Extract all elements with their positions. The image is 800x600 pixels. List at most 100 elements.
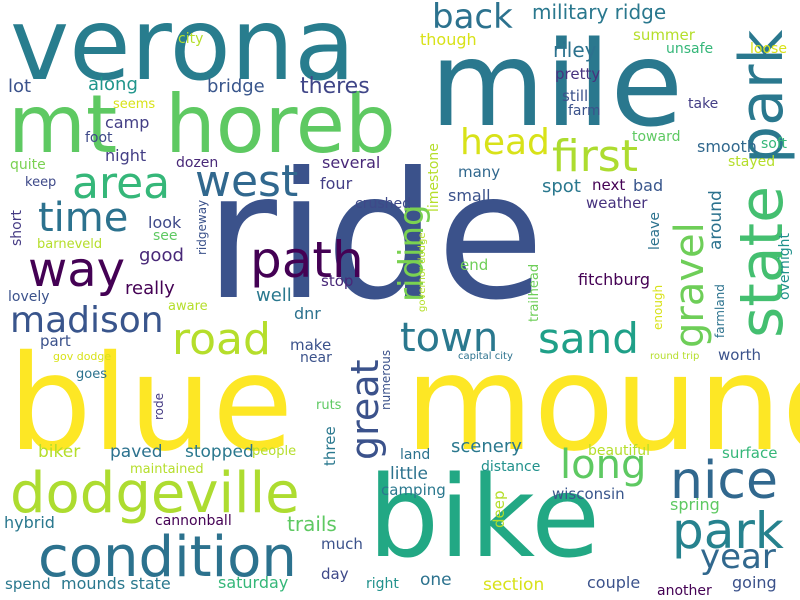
word-bike: bike	[368, 453, 600, 583]
word-year: year	[700, 537, 776, 577]
word-wisconsin: wisconsin	[552, 485, 625, 503]
word-path: path	[250, 231, 364, 289]
word-fitchburg: fitchburg	[578, 270, 651, 289]
word-good: good	[139, 245, 184, 266]
word-land: land	[400, 447, 431, 463]
word-several: several	[322, 153, 381, 172]
word-first: first	[552, 131, 638, 182]
word-small: small	[448, 186, 491, 205]
word-area: area	[72, 158, 171, 209]
word-soft: soft	[761, 136, 788, 152]
word-surface: surface	[722, 444, 778, 462]
word-time: time	[38, 195, 129, 241]
word-rode: rode	[152, 392, 166, 420]
word-nice: nice	[670, 451, 778, 511]
word-dodgeville: dodgeville	[10, 461, 300, 526]
word-sand: sand	[538, 314, 639, 363]
word-worth: worth	[718, 346, 762, 364]
word-three: three	[321, 426, 339, 466]
word-smooth: smooth	[697, 137, 757, 156]
word-four: four	[320, 174, 353, 193]
word-city: city	[178, 31, 204, 47]
word-farm: farm	[568, 103, 601, 119]
word-near: near	[300, 350, 332, 366]
word-deep: deep	[490, 490, 508, 529]
word-pretty: pretty	[555, 65, 601, 83]
word-beautiful: beautiful	[588, 443, 651, 459]
word-saturday: saturday	[218, 573, 289, 592]
word-trails: trails	[287, 512, 337, 536]
word-seems: seems	[113, 97, 156, 112]
word-day: day	[321, 565, 349, 583]
word-maintained: maintained	[130, 462, 204, 477]
word-people: people	[252, 444, 297, 459]
word-mound: mound	[405, 327, 800, 481]
word-stop: stop	[321, 272, 354, 290]
word-lot: lot	[8, 76, 32, 97]
word-little: little	[390, 464, 428, 484]
word-goes: goes	[76, 367, 107, 382]
word-madison: madison	[10, 300, 164, 341]
word-numerous: numerous	[379, 349, 393, 410]
word-condition: condition	[38, 525, 297, 590]
word-west: west	[195, 156, 299, 207]
word-along: along	[88, 74, 138, 95]
word-mounds-state: mounds state	[61, 574, 171, 593]
word-governor-dodge: governor dodge	[417, 232, 428, 312]
word-spot: spot	[542, 176, 581, 197]
word-unsafe: unsafe	[666, 41, 714, 57]
word-summer: summer	[633, 26, 695, 44]
word-military-ridge: military ridge	[532, 0, 667, 24]
word-next: next	[592, 176, 626, 194]
word-barneveld: barneveld	[37, 237, 103, 252]
word-ridgeway: ridgeway	[195, 199, 209, 255]
word-camp: camp	[105, 113, 150, 132]
word-stayed: stayed	[728, 154, 776, 170]
word-road: road	[172, 314, 271, 365]
word-head: head	[460, 122, 550, 163]
word-trailhead: trailhead	[527, 263, 542, 322]
word-cannonball: cannonball	[155, 513, 232, 529]
word-though: though	[420, 30, 477, 49]
word-couple: couple	[587, 573, 641, 592]
word-ride: ride	[205, 136, 545, 339]
word-riley: riley	[553, 38, 597, 62]
word-part: part	[40, 332, 71, 350]
word-leave: leave	[647, 212, 663, 250]
word-toward: toward	[632, 129, 681, 145]
word-scenery: scenery	[451, 436, 522, 457]
word-foot: foot	[85, 130, 113, 146]
word-dnr: dnr	[294, 304, 321, 323]
word-blue: blue	[8, 327, 294, 481]
word-many: many	[458, 163, 501, 181]
word-round-trip: round trip	[650, 351, 700, 362]
word-bad: bad	[633, 176, 664, 195]
word-stopped: stopped	[185, 442, 254, 462]
word-limestone: limestone	[426, 143, 442, 212]
word-town: town	[400, 315, 499, 361]
word-mile: mile	[430, 15, 684, 153]
word-much: much	[321, 535, 363, 553]
word-camping: camping	[381, 481, 446, 499]
word-verona: verona	[10, 0, 356, 103]
word-way: way	[28, 242, 126, 298]
word-short: short	[9, 210, 25, 246]
word-one: one	[420, 570, 452, 590]
word-lovely: lovely	[8, 289, 50, 305]
word-capital-city: capital city	[458, 351, 513, 362]
word-right: right	[366, 576, 399, 592]
word-really: really	[125, 278, 175, 299]
word-mt: mt	[8, 78, 118, 171]
word-spend: spend	[5, 575, 51, 593]
word-make: make	[290, 336, 332, 354]
word-look: look	[148, 213, 182, 232]
word-well: well	[256, 285, 292, 306]
word-weather: weather	[586, 194, 648, 212]
word-enough: enough	[651, 284, 665, 330]
word-long: long	[560, 442, 647, 488]
word-take: take	[688, 96, 719, 112]
word-farmland: farmland	[713, 284, 727, 338]
word-hybrid: hybrid	[4, 513, 55, 532]
word-section: section	[483, 575, 545, 595]
